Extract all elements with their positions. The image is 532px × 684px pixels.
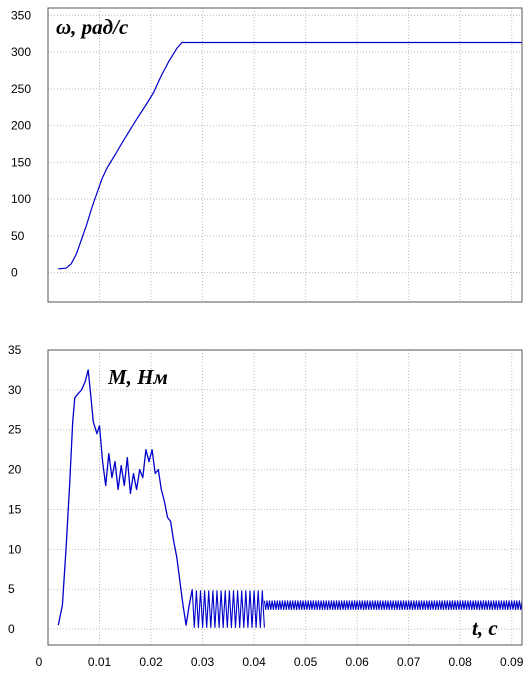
torque-y-tick-label: 35 <box>8 343 22 357</box>
speed-y-tick-label: 200 <box>11 119 31 133</box>
speed-y-ticks: 0 50 100 150 200 250 300 350 <box>11 8 31 279</box>
speed-y-tick-label: 300 <box>11 45 31 59</box>
torque-y-tick-label: 5 <box>8 582 15 596</box>
torque-panel: 0 5 10 15 20 25 30 35 0 0.01 0.02 0.03 0.04 0.05 0.06… <box>8 343 524 669</box>
speed-y-tick-label: 250 <box>11 82 31 96</box>
time-x-tick-label: 0.08 <box>448 655 472 669</box>
torque-y-tick-label: 10 <box>8 542 22 556</box>
time-x-tick-label: 0.02 <box>139 655 163 669</box>
torque-y-tick-label: 0 <box>8 622 15 636</box>
torque-plot-frame <box>47 349 523 646</box>
speed-line <box>58 41 522 270</box>
speed-annotation: ω, рад/с <box>56 15 129 39</box>
time-x-tick-label: 0 <box>36 655 43 669</box>
torque-y-tick-label: 30 <box>8 383 22 397</box>
speed-plot-frame <box>47 7 523 303</box>
torque-oscillation-line <box>191 590 265 629</box>
torque-y-tick-label: 15 <box>8 502 22 516</box>
time-x-tick-label: 0.03 <box>191 655 215 669</box>
speed-y-tick-label: 0 <box>11 266 18 280</box>
torque-steady-line <box>263 600 523 611</box>
time-x-tick-label: 0.06 <box>345 655 369 669</box>
time-x-tick-label: 0.07 <box>397 655 421 669</box>
speed-y-tick-label: 350 <box>11 8 31 22</box>
time-x-ticks: 0 0.01 0.02 0.03 0.04 0.05 0.06 0.07 0.08 0.09 <box>36 655 524 669</box>
time-axis-label: t, c <box>472 616 498 640</box>
speed-series <box>58 41 522 270</box>
torque-y-ticks: 0 5 10 15 20 25 30 35 <box>8 343 22 636</box>
time-x-tick-label: 0.09 <box>500 655 524 669</box>
torque-annotation: M, Нм <box>107 365 168 389</box>
torque-y-tick-label: 20 <box>8 463 22 477</box>
speed-y-tick-label: 100 <box>11 192 31 206</box>
time-x-tick-label: 0.01 <box>88 655 112 669</box>
torque-transient-line <box>57 369 193 626</box>
speed-grid <box>48 8 522 302</box>
speed-panel: 0 50 100 150 200 250 300 350 ω, рад/с <box>11 7 523 303</box>
time-x-tick-label: 0.05 <box>294 655 318 669</box>
speed-y-tick-label: 50 <box>11 229 25 243</box>
torque-series <box>57 369 523 629</box>
speed-y-tick-label: 150 <box>11 155 31 169</box>
time-x-tick-label: 0.04 <box>242 655 266 669</box>
torque-y-tick-label: 25 <box>8 423 22 437</box>
